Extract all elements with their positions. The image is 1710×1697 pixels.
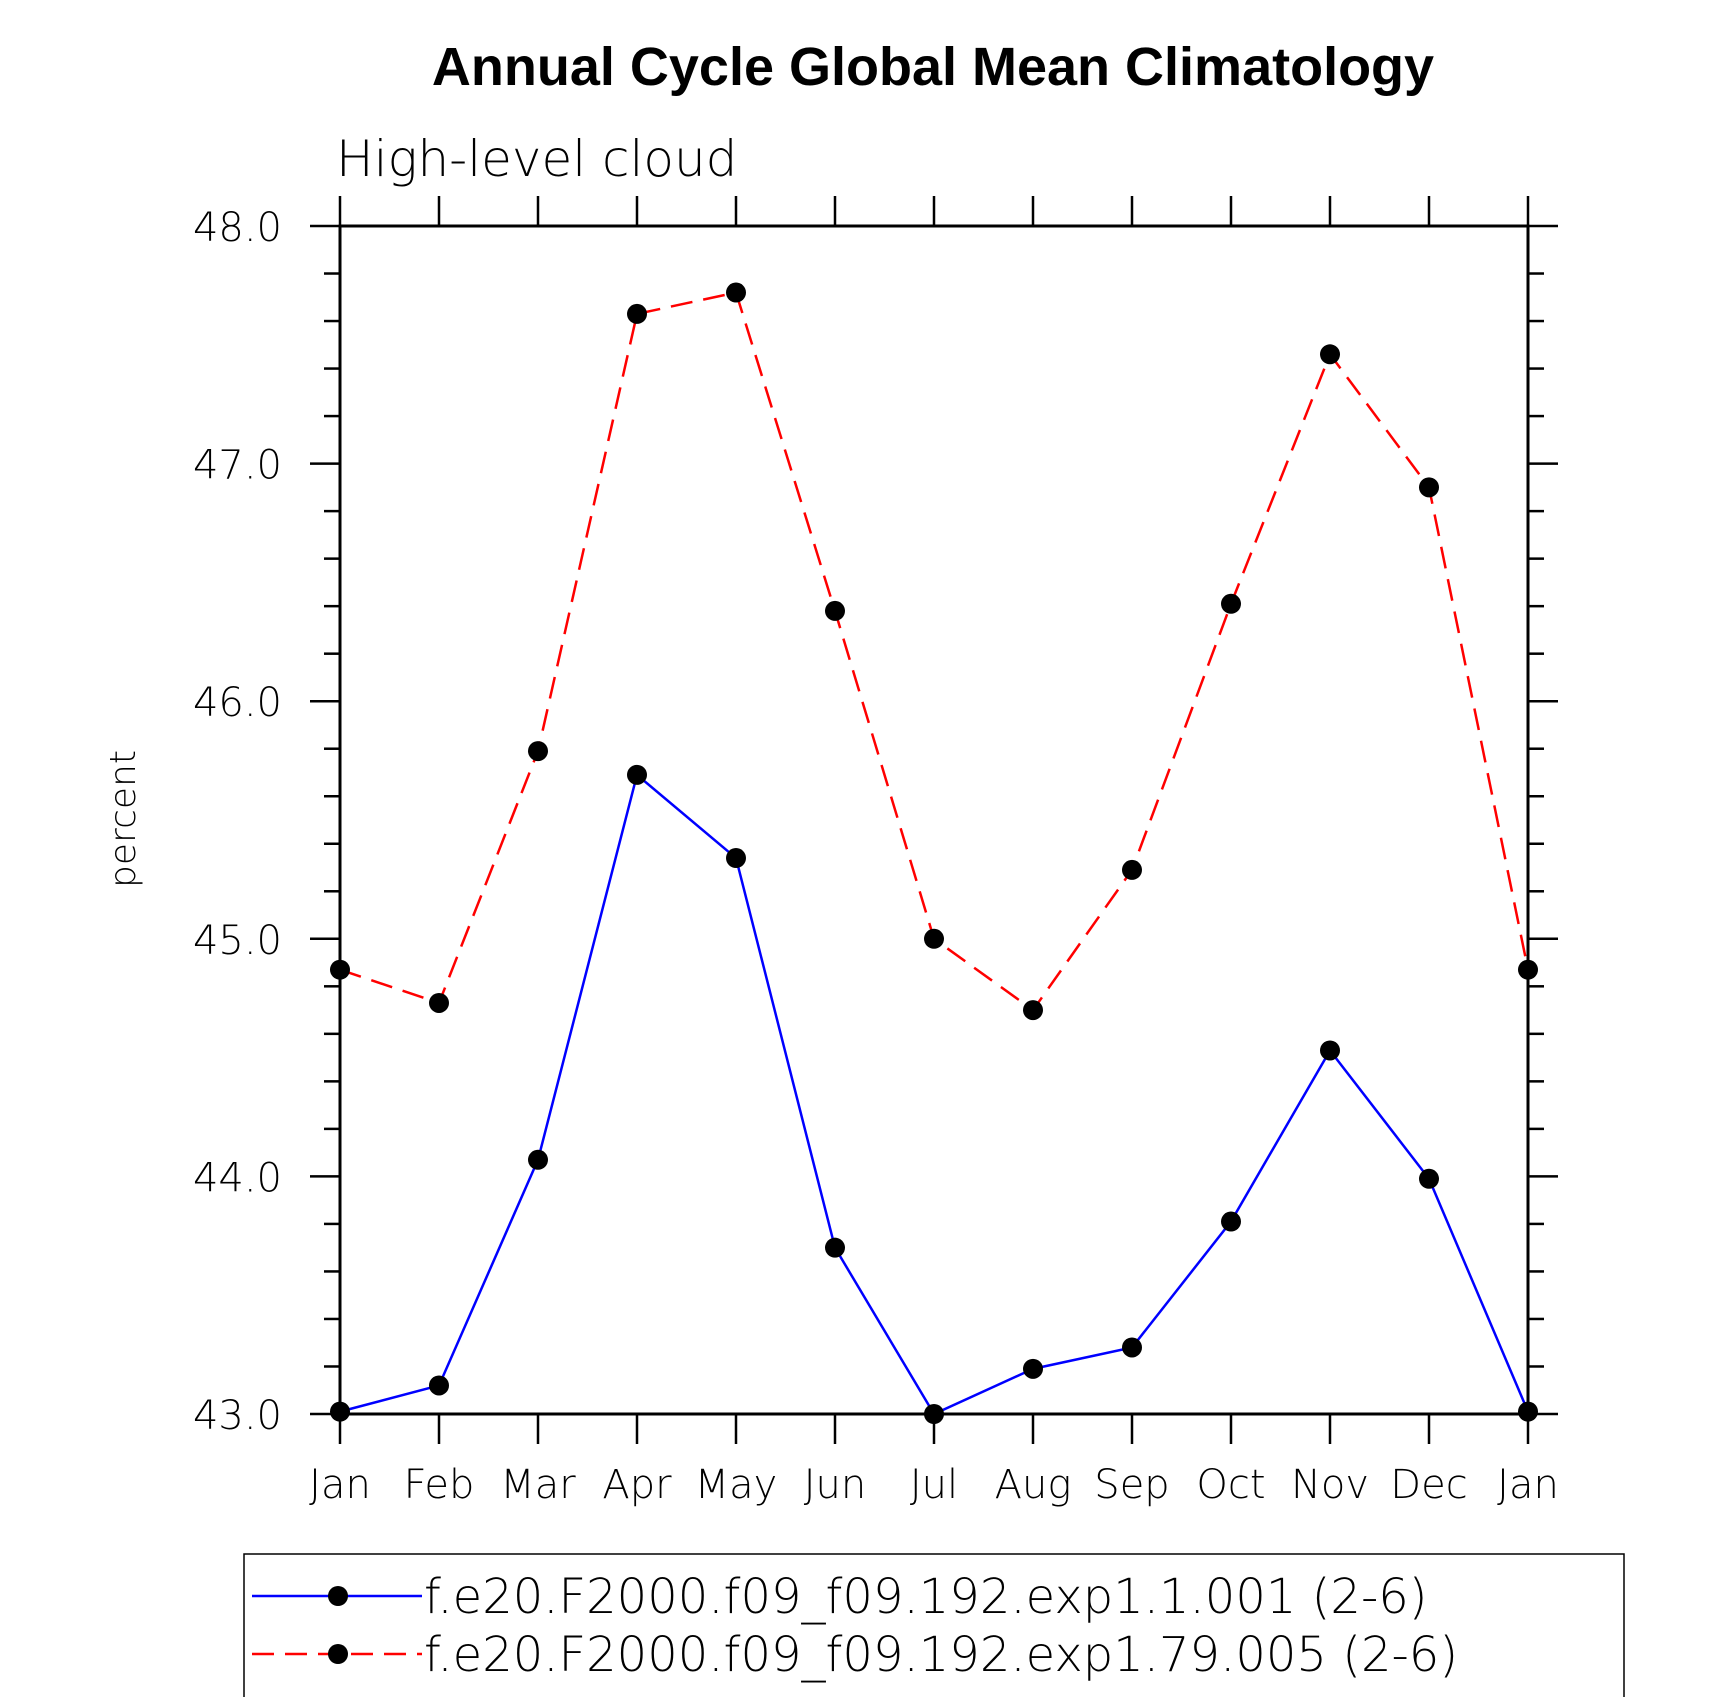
series-2-point: [330, 959, 350, 980]
series-2-point: [825, 600, 845, 621]
legend-label-1: f.e20.F2000.f09_f09.192.exp1.1.001 (2-6): [424, 1569, 1428, 1625]
series-2-point: [1518, 959, 1538, 980]
x-tick-label: Nov: [1291, 1462, 1369, 1508]
axes: Jan Feb Mar Apr May Jun Jul Aug Sep Oct Nov Dec Jan 4…: [193, 196, 1559, 1508]
series-2-point: [528, 741, 548, 762]
series-2-point: [1419, 477, 1439, 498]
y-tick-label: 43.0: [193, 1393, 282, 1439]
x-tick-label: Jan: [309, 1462, 371, 1508]
x-tick-label: Jan: [1497, 1462, 1559, 1508]
series-line-2: [339, 291, 1530, 1012]
series-1-point: [429, 1375, 449, 1396]
chart-title: Annual Cycle Global Mean Climatology: [432, 37, 1434, 97]
y-tick-label: 44.0: [193, 1155, 282, 1201]
series-2-point: [1023, 1000, 1043, 1021]
series-1-point: [924, 1404, 944, 1424]
x-tick-label: Jun: [804, 1462, 867, 1508]
series-1-point: [1320, 1040, 1340, 1061]
y-axis-label: percent: [103, 750, 144, 888]
x-tick-label: Apr: [602, 1462, 672, 1508]
x-tick-label: Dec: [1390, 1462, 1467, 1508]
x-tick-label: Jul: [910, 1462, 958, 1508]
legend-box: [243, 1553, 1625, 1697]
series-layer: [330, 282, 1538, 1424]
series-1-point: [1419, 1168, 1439, 1189]
series-1-point: [1122, 1337, 1142, 1358]
series-1-point: [825, 1237, 845, 1258]
plot-frame: [338, 224, 1530, 1416]
x-tick-label: Oct: [1196, 1462, 1265, 1508]
series-1-point: [330, 1401, 350, 1422]
series-2-point: [627, 303, 647, 324]
y-tick-label: 47.0: [193, 443, 282, 489]
x-tick-label: May: [695, 1462, 778, 1508]
series-2-point: [726, 282, 746, 303]
series-2-point: [924, 928, 944, 949]
series-1-point: [627, 764, 647, 785]
x-tick-label: Mar: [500, 1462, 576, 1508]
y-tick-label: 48.0: [193, 205, 282, 251]
series-1-point: [1023, 1358, 1043, 1379]
series-1-point: [528, 1149, 548, 1170]
legend-marker-1: [328, 1586, 348, 1606]
x-tick-label: Aug: [995, 1462, 1072, 1508]
legend: f.e20.F2000.f09_f09.192.exp1.1.001 (2-6)…: [243, 1553, 1625, 1697]
series-1-point: [1221, 1211, 1241, 1232]
chart-subtitle: High-level cloud: [336, 130, 737, 188]
y-tick-label: 45.0: [193, 918, 282, 964]
series-1-point: [1518, 1401, 1538, 1422]
y-tick-label: 46.0: [193, 680, 282, 726]
series-2-point: [429, 992, 449, 1013]
series-2-point: [1221, 593, 1241, 614]
x-tick-label: Feb: [404, 1462, 475, 1508]
series-2-point: [1320, 344, 1340, 365]
series-2-point: [1122, 859, 1142, 880]
x-tick-label: Sep: [1094, 1462, 1169, 1508]
legend-label-2: f.e20.F2000.f09_f09.192.exp1.79.005 (2-6…: [424, 1627, 1458, 1683]
legend-marker-2: [328, 1644, 348, 1664]
series-1-point: [726, 848, 746, 869]
series-line-1: [339, 772, 1530, 1416]
